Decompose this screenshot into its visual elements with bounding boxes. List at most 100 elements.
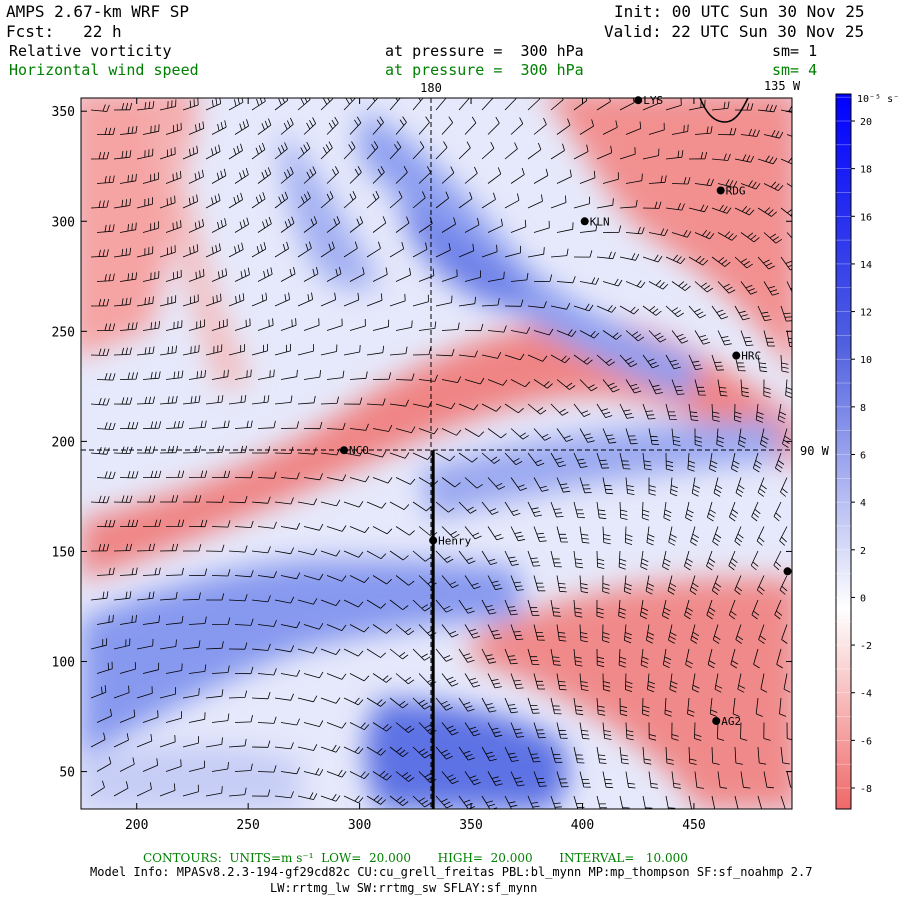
wind-barb xyxy=(418,374,438,382)
wind-barb xyxy=(303,318,320,331)
wind-barb xyxy=(728,550,738,571)
wind-barb xyxy=(234,420,253,429)
wind-barb xyxy=(706,599,716,620)
wind-barb xyxy=(464,323,484,332)
wind-barb xyxy=(527,98,541,111)
wind-barb xyxy=(579,379,598,392)
wind-barb xyxy=(435,452,456,462)
wind-barb xyxy=(96,567,115,576)
wind-barb xyxy=(320,241,335,258)
wind-barb xyxy=(251,691,271,700)
wind-barb xyxy=(228,143,243,160)
wind-barb xyxy=(349,423,369,431)
wind-barb xyxy=(665,98,682,111)
wind-barb xyxy=(297,598,318,605)
field1-name: Relative vorticity xyxy=(9,42,172,60)
wind-barb xyxy=(90,200,109,209)
wind-barb xyxy=(165,759,182,772)
wind-barb xyxy=(303,720,324,727)
wind-barb xyxy=(481,550,498,565)
wind-barb xyxy=(579,223,598,233)
wind-barb xyxy=(326,769,347,778)
wind-barb xyxy=(251,496,271,504)
wind-barb xyxy=(527,403,547,415)
wind-barb xyxy=(142,270,160,282)
wind-barb xyxy=(159,147,176,160)
wind-barb xyxy=(550,248,569,258)
wind-barb xyxy=(550,143,565,160)
wind-barb xyxy=(527,501,542,517)
wind-barb xyxy=(711,795,716,809)
wind-barb xyxy=(326,722,347,729)
wind-barb xyxy=(320,599,341,606)
wind-barb xyxy=(671,229,692,238)
wind-barb xyxy=(228,395,247,405)
wind-barb xyxy=(182,784,199,797)
wind-barb xyxy=(665,354,681,370)
wind-barb xyxy=(640,599,649,620)
wind-barb xyxy=(752,452,762,473)
wind-barb xyxy=(481,352,502,359)
field1-smoothing: sm= 1 xyxy=(772,42,818,60)
wind-barb xyxy=(113,347,132,356)
wind-barb xyxy=(228,545,248,553)
wind-barb xyxy=(182,640,201,650)
wind-barb xyxy=(740,722,748,741)
wind-barb xyxy=(395,624,415,636)
wind-barb xyxy=(435,501,455,513)
wind-barb xyxy=(711,204,732,214)
wind-barb xyxy=(596,354,616,366)
wind-barb xyxy=(343,648,364,657)
wind-barb xyxy=(441,722,459,736)
wind-barb xyxy=(786,722,792,741)
wind-barb xyxy=(711,256,731,267)
wind-barb xyxy=(481,599,497,615)
wind-barb xyxy=(619,795,630,809)
wind-barb xyxy=(113,397,133,405)
wind-barb xyxy=(740,232,760,243)
wind-barb xyxy=(366,190,380,209)
wind-barb xyxy=(182,592,201,601)
wind-barb xyxy=(618,648,627,668)
wind-barb xyxy=(694,178,714,187)
wind-barb xyxy=(487,771,503,786)
wind-barb xyxy=(642,795,653,809)
wind-barb xyxy=(349,216,364,233)
wind-barb xyxy=(303,370,321,380)
wind-barb xyxy=(458,192,473,209)
wind-barb xyxy=(389,746,409,758)
wind-barb xyxy=(165,170,182,184)
wind-barb xyxy=(182,244,199,258)
wind-barb xyxy=(618,550,627,570)
wind-barb xyxy=(280,421,299,429)
wind-barb xyxy=(671,281,691,291)
wind-barb xyxy=(619,746,629,765)
wind-barb xyxy=(257,420,276,429)
wind-barb xyxy=(119,322,138,331)
wind-barb xyxy=(779,697,787,717)
wind-barb xyxy=(510,771,525,787)
station-label: KLN xyxy=(590,215,610,228)
wind-barb xyxy=(648,228,669,236)
wind-barb xyxy=(96,614,114,625)
wind-barb xyxy=(550,795,562,809)
wind-barb xyxy=(775,452,785,473)
wind-barb xyxy=(142,470,162,478)
wind-barb xyxy=(619,147,636,160)
wind-barb xyxy=(90,249,109,258)
wind-barb xyxy=(228,445,248,454)
wind-barb xyxy=(418,116,430,135)
wind-barb xyxy=(481,501,499,515)
wind-barb xyxy=(412,347,431,356)
wind-barb xyxy=(504,648,518,665)
wind-barb xyxy=(504,353,525,361)
wind-barb xyxy=(694,722,702,741)
wind-barb xyxy=(646,624,655,644)
wind-barb xyxy=(257,369,275,380)
wind-barb xyxy=(228,242,244,258)
wind-barb xyxy=(159,195,176,209)
wind-barb xyxy=(303,216,318,233)
y-tick-label: 250 xyxy=(52,325,75,340)
wind-barb xyxy=(757,256,775,270)
field2-name: Horizontal wind speed xyxy=(9,61,199,79)
